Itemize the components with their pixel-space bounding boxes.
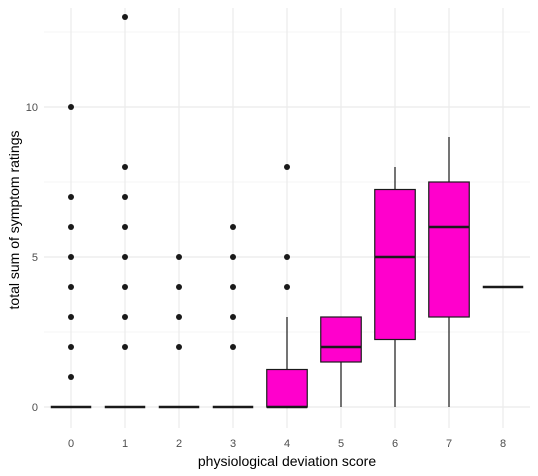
outlier-point-3-4 — [230, 284, 236, 290]
outlier-point-1-13 — [122, 14, 128, 20]
outlier-point-3-5 — [230, 254, 236, 260]
y-tick-label-10: 10 — [26, 102, 38, 114]
outlier-point-2-2 — [176, 344, 182, 350]
outlier-point-2-5 — [176, 254, 182, 260]
box-2 — [158, 254, 200, 409]
outlier-point-1-6 — [122, 224, 128, 230]
x-tick-label-2: 2 — [176, 438, 182, 450]
x-axis-title: physiological deviation score — [198, 453, 376, 469]
outlier-point-2-4 — [176, 284, 182, 290]
box-body-4 — [266, 368, 308, 408]
y-tick-label-0: 0 — [32, 402, 38, 414]
outlier-point-3-6 — [230, 224, 236, 230]
boxes — [50, 14, 524, 409]
outlier-point-3-3 — [230, 314, 236, 320]
box-7 — [428, 137, 470, 407]
x-tick-label-5: 5 — [338, 438, 344, 450]
outlier-point-0-3 — [68, 314, 74, 320]
box-body-5 — [320, 316, 362, 363]
outlier-point-0-7 — [68, 194, 74, 200]
x-tick-label-8: 8 — [500, 438, 506, 450]
y-axis-title: total sum of symptom ratings — [6, 131, 22, 310]
box-5 — [320, 316, 362, 407]
outlier-point-4-5 — [284, 254, 290, 260]
x-tick-label-4: 4 — [284, 438, 290, 450]
outlier-point-0-2 — [68, 344, 74, 350]
outlier-point-0-4 — [68, 284, 74, 290]
outlier-point-1-4 — [122, 284, 128, 290]
x-tick-label-1: 1 — [122, 438, 128, 450]
x-tick-label-7: 7 — [446, 438, 452, 450]
x-tick-label-3: 3 — [230, 438, 236, 450]
box-body-6 — [374, 188, 416, 341]
box-4 — [266, 164, 308, 409]
outlier-point-2-3 — [176, 314, 182, 320]
outlier-point-1-7 — [122, 194, 128, 200]
box-3 — [212, 224, 254, 409]
outlier-point-4-4 — [284, 284, 290, 290]
y-tick-label-5: 5 — [32, 252, 38, 264]
box-1 — [104, 14, 146, 409]
outlier-point-1-5 — [122, 254, 128, 260]
box-body-7 — [428, 181, 470, 318]
outlier-point-1-8 — [122, 164, 128, 170]
box-0 — [50, 104, 92, 409]
outlier-point-0-5 — [68, 254, 74, 260]
outlier-point-0-10 — [68, 104, 74, 110]
box-6 — [374, 167, 416, 407]
outlier-point-1-3 — [122, 314, 128, 320]
tick-labels: 0 1 2 3 4 5 6 7 8 0 5 10 — [26, 102, 506, 450]
outlier-point-0-1 — [68, 374, 74, 380]
x-tick-label-6: 6 — [392, 438, 398, 450]
outlier-point-0-6 — [68, 224, 74, 230]
outlier-point-1-2 — [122, 344, 128, 350]
outlier-point-4-8 — [284, 164, 290, 170]
outlier-point-3-2 — [230, 344, 236, 350]
x-tick-label-0: 0 — [68, 438, 74, 450]
